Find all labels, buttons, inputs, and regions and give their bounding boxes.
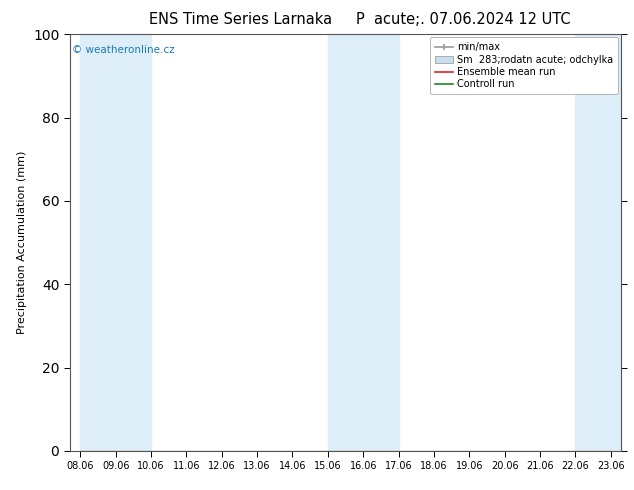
Text: © weatheronline.cz: © weatheronline.cz [72, 45, 175, 55]
Bar [81, 34, 151, 451]
Bar [575, 34, 628, 451]
Text: P  acute;. 07.06.2024 12 UTC: P acute;. 07.06.2024 12 UTC [356, 12, 570, 27]
Y-axis label: Precipitation Accumulation (mm): Precipitation Accumulation (mm) [17, 151, 27, 334]
Legend: min/max, Sm  283;rodatn acute; odchylka, Ensemble mean run, Controll run: min/max, Sm 283;rodatn acute; odchylka, … [430, 37, 618, 94]
Bar [328, 34, 399, 451]
Text: ENS Time Series Larnaka: ENS Time Series Larnaka [150, 12, 332, 27]
